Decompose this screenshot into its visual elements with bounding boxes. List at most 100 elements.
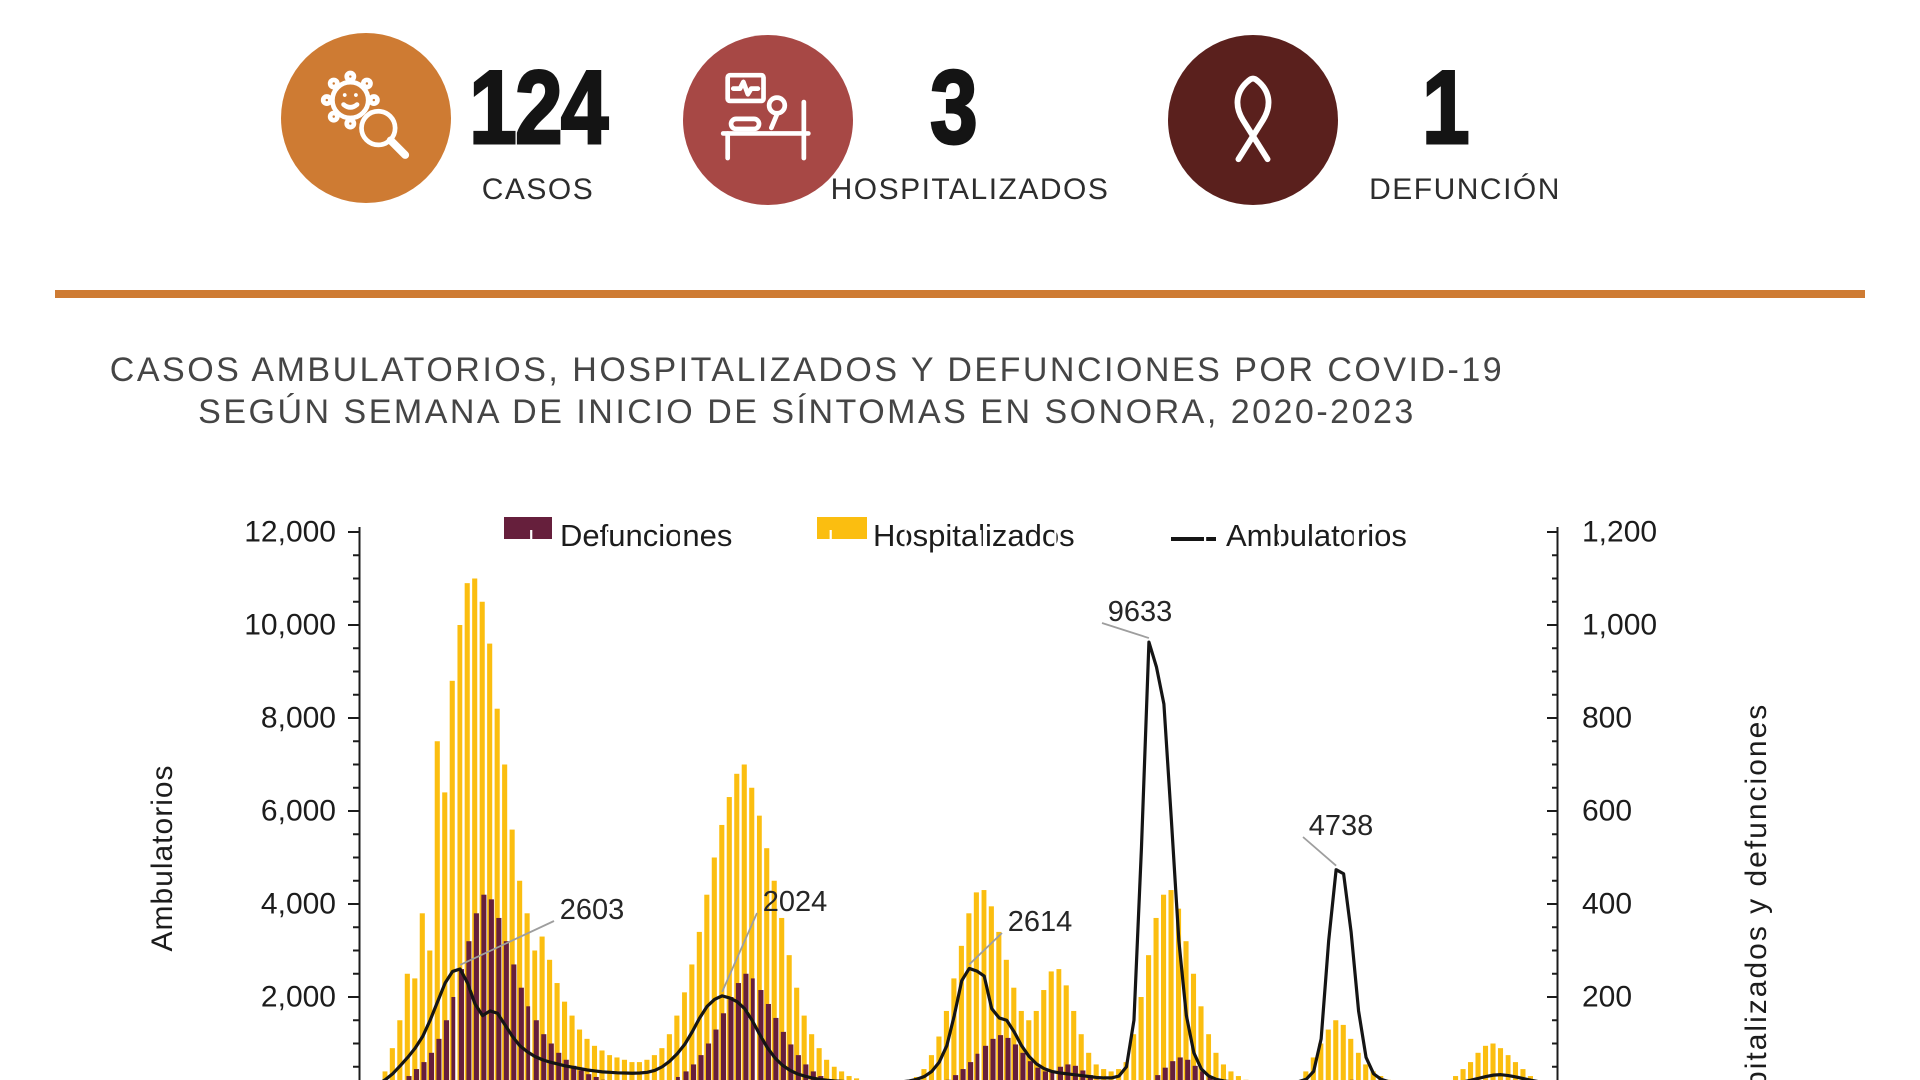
- defunciones-bar: [810, 1071, 816, 1080]
- annotation-leader-line: [459, 920, 555, 966]
- hospitalizados-bar: [779, 917, 785, 1080]
- defunciones-bar: [735, 983, 742, 1080]
- hospitalizados-bar: [1056, 969, 1062, 1080]
- defunciones-bar: [586, 1074, 592, 1080]
- defunciones-bar: [968, 1062, 974, 1080]
- hospitalizados-bar: [434, 741, 440, 1080]
- hospitalizados-bar: [1108, 1071, 1114, 1080]
- hospitalizados-bar: [517, 880, 523, 1080]
- hospitalizados-bar: [794, 987, 800, 1080]
- defunciones-bar: [578, 1070, 584, 1080]
- defunciones-bar: [720, 1013, 727, 1080]
- right-axis-tick-label: 800: [1582, 702, 1632, 735]
- hospitalizados-badge-circle: [683, 35, 853, 205]
- defunciones-bar: [406, 1076, 412, 1080]
- hospitalizados-bar: [412, 978, 418, 1080]
- hospitalizados-bar: [674, 1015, 680, 1080]
- hospitalizados-bar: [1460, 1069, 1466, 1080]
- right-axis-tick-label: 200: [1582, 981, 1632, 1014]
- hospitalizados-bar: [1333, 1020, 1339, 1080]
- hospitalizados-bar: [442, 792, 448, 1080]
- defunciones-bar: [511, 964, 517, 1080]
- defunciones-bar: [541, 1034, 547, 1080]
- hospitalizados-bar: [1512, 1062, 1519, 1080]
- annotation-data-label: 2024: [763, 886, 828, 918]
- hospitalizados-bar: [749, 787, 755, 1080]
- hospitalizados-bar: [1235, 1076, 1241, 1080]
- defunciones-bar: [503, 941, 509, 1080]
- defunciones-bar: [556, 1052, 562, 1080]
- defunciones-bar: [1072, 1065, 1078, 1080]
- defunciones-bar: [1065, 1064, 1071, 1080]
- defunciones-bar: [975, 1053, 981, 1080]
- defunciones-bar: [526, 1006, 532, 1080]
- defunciones-bar: [997, 1035, 1004, 1080]
- hospitalizados-bar: [764, 848, 770, 1080]
- hospitalizados-bar: [1348, 1038, 1354, 1080]
- hospitalizados-bar: [569, 1015, 575, 1080]
- hospitalizados-bar: [854, 1078, 860, 1080]
- defuncion-badge-circle: [1168, 35, 1338, 205]
- hospitalizados-bar: [1520, 1069, 1526, 1080]
- right-axis-tick-label: 1,000: [1582, 609, 1657, 642]
- annotation-leader-line: [721, 912, 758, 993]
- hospitalizados-bar: [539, 936, 545, 1080]
- hospitalizados-bar: [689, 964, 695, 1080]
- defunciones-bar: [765, 1003, 771, 1080]
- defunciones-bar: [571, 1065, 577, 1080]
- defunciones-bar: [960, 1069, 966, 1080]
- hospitalizados-bar: [1497, 1048, 1504, 1080]
- hospitalizados-bar: [846, 1076, 852, 1080]
- hospitalizados-bar: [1190, 973, 1197, 1080]
- right-axis-tick-label: 1,200: [1582, 516, 1657, 549]
- hospitalizados-bar: [981, 890, 987, 1080]
- hospitalizados-bar: [666, 1034, 672, 1080]
- hospitalizados-bar: [397, 1020, 403, 1080]
- hospitalizados-bar: [1033, 1010, 1039, 1080]
- defunciones-bar: [518, 987, 524, 1080]
- hospitalizados-bar: [494, 708, 500, 1080]
- hospitalizados-bar: [1370, 1071, 1376, 1080]
- defunciones-bar: [676, 1076, 682, 1080]
- defunciones-bar: [803, 1064, 809, 1080]
- hospitalizados-bar: [606, 1055, 613, 1080]
- defunciones-bar: [1177, 1057, 1183, 1080]
- hospitalizados-bar: [839, 1071, 845, 1080]
- hospitalizados-bar: [576, 1029, 583, 1080]
- hospitalizados-bar: [464, 583, 470, 1080]
- hospitalizados-bar: [1363, 1064, 1369, 1080]
- hospitalizados-bar: [1318, 1043, 1324, 1080]
- annotation-data-label: 2603: [560, 894, 625, 926]
- defunciones-bar: [983, 1045, 989, 1080]
- annotation-data-label: 4738: [1309, 810, 1374, 842]
- hospitalizados-bar: [1475, 1052, 1481, 1080]
- hospitalizados-bar: [591, 1045, 598, 1080]
- hospitalizados-bar: [651, 1055, 657, 1080]
- hospitalizados-bar: [726, 797, 732, 1080]
- casos-count: 124: [468, 48, 609, 167]
- hospitalizados-bar: [1340, 1024, 1346, 1080]
- hospitalizados-bar: [1093, 1064, 1099, 1080]
- hospitalizados-bar: [629, 1062, 635, 1080]
- hospitalizados-bar: [1123, 1062, 1129, 1080]
- annotation-leader-line: [968, 932, 1003, 966]
- hospitalizados-bar: [786, 955, 792, 1080]
- defunciones-bar: [773, 1017, 779, 1080]
- casos-badge-circle: [281, 33, 451, 203]
- hospitalizados-bar: [1220, 1064, 1227, 1080]
- hospitalizados-bar: [958, 945, 964, 1080]
- hospital-bed-icon: [720, 72, 811, 161]
- hospitalizados-bar: [1490, 1043, 1496, 1080]
- hospitalizados-bar: [1026, 1020, 1032, 1080]
- defunciones-bar: [1005, 1037, 1011, 1080]
- hospitalizados-bar: [599, 1050, 605, 1080]
- defunciones-bar: [1192, 1065, 1198, 1080]
- defunciones-bar: [788, 1044, 794, 1080]
- left-axis-tick-label: 12,000: [244, 516, 336, 549]
- chart-title-line-1: CASOS AMBULATORIOS, HOSPITALIZADOS Y DEF…: [109, 351, 1505, 389]
- hospitalizados-bar: [1063, 985, 1069, 1080]
- hospitalizados-bar: [547, 959, 553, 1080]
- defunciones-bar: [533, 1020, 539, 1080]
- hospitalizados-bar: [1303, 1071, 1309, 1080]
